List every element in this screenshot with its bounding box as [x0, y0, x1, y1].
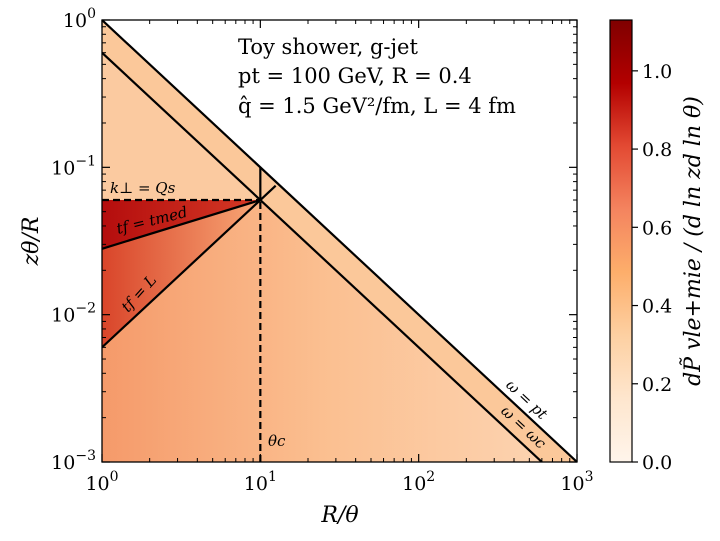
x-tick-label-0: 100 [85, 469, 118, 495]
colorbar-ticks: 0.0 0.2 0.4 0.6 0.8 1.0 [632, 61, 672, 474]
colorbar-fill [610, 20, 632, 462]
x-tick-label-2: 102 [402, 469, 435, 495]
annotation-block: Toy shower, g-jet pt = 100 GeV, R = 0.4 … [238, 35, 516, 118]
colorbar-tick-label-1: 0.2 [642, 374, 672, 396]
y-tick-label-1: 10−2 [51, 301, 96, 327]
colorbar-tick-label-3: 0.6 [642, 217, 672, 239]
plot-frame [101, 19, 578, 463]
colorbar-label: dP̃ vle+mie / (d ln zd ln θ) [680, 96, 706, 386]
y-tick-label-2: 10−1 [51, 153, 96, 179]
curve-3 [102, 198, 261, 250]
curve-1 [102, 51, 543, 462]
annotation-line-1: Toy shower, g-jet [238, 35, 418, 59]
colorbar-tick-label-5: 1.0 [642, 61, 672, 83]
colorbar-tick-label-2: 0.4 [642, 296, 672, 318]
x-axis-ticks: 100 101 102 103 [85, 20, 594, 495]
colorbar-frame [609, 19, 633, 463]
y-tick-label-0: 10−3 [51, 448, 96, 474]
label-theta-c: θc [268, 432, 286, 450]
curve-0 [102, 20, 577, 462]
y-tick-label-3: 100 [63, 6, 96, 32]
x-axis-label: R/θ [320, 503, 358, 528]
y-axis-ticks: 10−3 10−2 10−1 100 [51, 6, 577, 474]
label-k-perp-Qs: k⊥ = Qs [110, 179, 176, 197]
annotation-line-3: q̂ = 1.5 GeV²/fm, L = 4 fm [238, 94, 516, 118]
x-tick-label-1: 101 [244, 469, 277, 495]
plot-area [102, 20, 577, 462]
curve-4 [102, 199, 262, 349]
curve-7 [259, 184, 277, 201]
x-tick-label-3: 103 [560, 469, 593, 495]
colorbar-tick-label-0: 0.0 [642, 452, 672, 474]
colorbar-tick-label-4: 0.8 [642, 139, 672, 161]
y-axis-label: zθ/R [19, 217, 44, 267]
colorbar: 0.0 0.2 0.4 0.6 0.8 1.0 dP̃ vle+mie / (d ln z… [609, 19, 706, 474]
curves-group [102, 20, 577, 462]
annotation-line-2: pt = 100 GeV, R = 0.4 [238, 64, 472, 88]
